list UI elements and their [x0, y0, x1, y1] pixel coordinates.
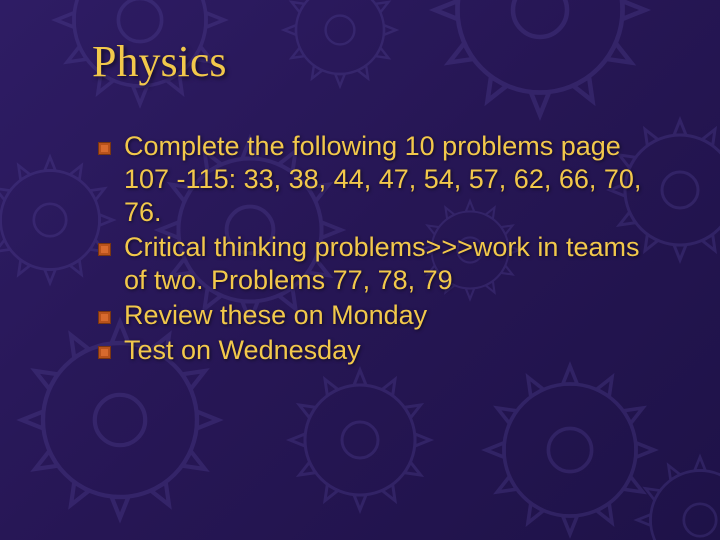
bullet-item: Review these on Monday — [98, 299, 660, 332]
bullet-icon — [98, 243, 111, 256]
bullet-icon — [98, 142, 111, 155]
bullet-item: Test on Wednesday — [98, 334, 660, 367]
bullet-text: Test on Wednesday — [124, 335, 361, 365]
bullet-text: Complete the following 10 problems page … — [124, 131, 641, 227]
bullet-item: Complete the following 10 problems page … — [98, 130, 660, 229]
bullet-text: Review these on Monday — [124, 300, 427, 330]
bullet-icon — [98, 346, 111, 359]
bullet-item: Critical thinking problems>>>work in tea… — [98, 231, 660, 297]
bullet-icon — [98, 311, 111, 324]
slide-body: Complete the following 10 problems page … — [98, 130, 660, 369]
slide: Physics Complete the following 10 proble… — [0, 0, 720, 540]
slide-title: Physics — [92, 36, 226, 87]
bullet-text: Critical thinking problems>>>work in tea… — [124, 232, 639, 295]
